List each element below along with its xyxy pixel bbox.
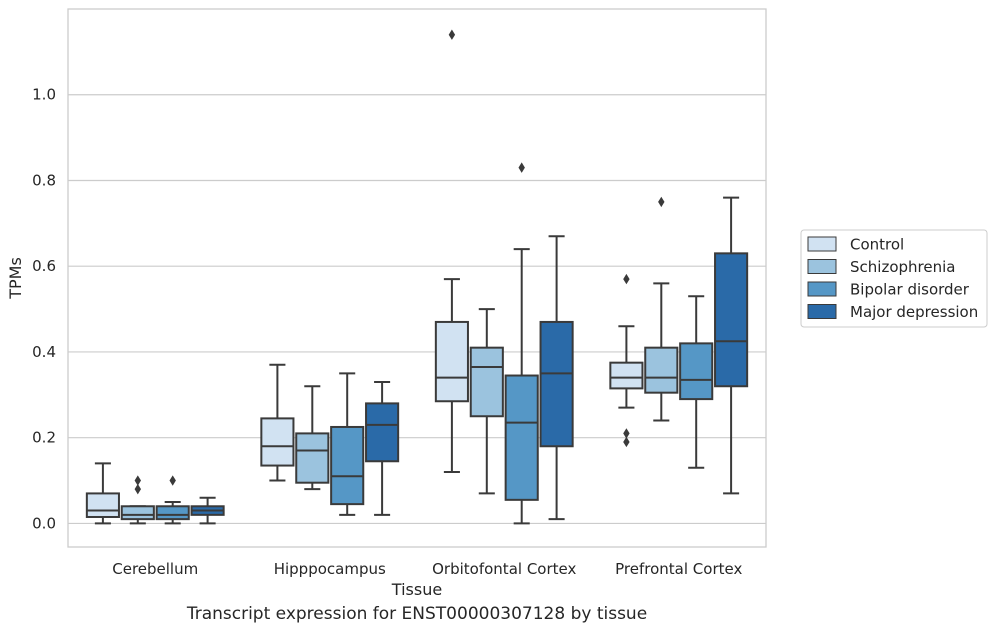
y-tick-label: 0.0 — [32, 514, 56, 532]
legend-label: Major depression — [850, 303, 978, 321]
outlier-point — [169, 475, 176, 486]
box-iqr — [120, 505, 155, 521]
box-orbitofontal-cortex-bipolar-disorder — [504, 162, 539, 525]
x-tick-label: Orbitofontal Cortex — [432, 560, 576, 578]
box-iqr — [609, 361, 644, 390]
legend-swatch — [807, 236, 837, 252]
outlier-point — [448, 29, 456, 40]
box-iqr — [644, 346, 679, 394]
box-prefrontal-cortex-control — [609, 273, 644, 448]
chart-caption: Transcript expression for ENST0000030712… — [186, 604, 648, 624]
legend-label: Control — [850, 236, 904, 254]
box-hipppocampus-schizophrenia — [295, 385, 330, 491]
box-prefrontal-cortex-schizophrenia — [644, 196, 679, 422]
y-tick-label: 0.8 — [32, 171, 56, 189]
box-hipppocampus-major-depression — [365, 380, 400, 516]
box-iqr — [434, 320, 469, 403]
box-iqr — [679, 342, 714, 401]
y-tick-label: 1.0 — [32, 86, 56, 104]
box-iqr — [85, 492, 120, 518]
box-iqr — [330, 425, 365, 506]
outlier-point — [623, 428, 630, 439]
box-prefrontal-cortex-bipolar-disorder — [679, 295, 714, 469]
legend-label: Bipolar disorder — [850, 281, 970, 299]
box-groups — [85, 29, 749, 525]
y-axis-ticks: 0.0 0.2 0.4 0.6 0.8 1.0 — [32, 86, 56, 533]
legend-swatch — [807, 304, 837, 319]
legend-label: Schizophrenia — [850, 258, 955, 276]
plot-area-frame — [67, 8, 767, 548]
legend-frame — [800, 229, 988, 328]
box-cerebellum-bipolar-disorder — [155, 475, 190, 525]
box-cerebellum-schizophrenia — [120, 475, 155, 525]
box-cerebellum-major-depression — [190, 496, 225, 525]
box-iqr — [295, 432, 330, 484]
outlier-point — [658, 196, 665, 208]
box-iqr — [714, 252, 749, 388]
outlier-point — [518, 162, 525, 173]
x-tick-label: Hipppocampus — [274, 560, 386, 578]
x-axis-label: Tissue — [391, 580, 442, 599]
legend-swatch — [807, 259, 837, 274]
box-prefrontal-cortex-major-depression — [714, 196, 749, 495]
box-iqr — [539, 320, 574, 448]
y-tick-label: 0.6 — [32, 257, 56, 275]
outlier-point — [134, 475, 141, 486]
x-tick-label: Cerebellum — [112, 560, 198, 578]
y-tick-label: 0.4 — [32, 343, 56, 361]
box-iqr — [504, 374, 539, 501]
y-gridlines — [68, 94, 766, 525]
box-hipppocampus-bipolar-disorder — [330, 372, 365, 516]
y-tick-label: 0.2 — [32, 429, 56, 447]
legend-swatch — [807, 281, 837, 297]
y-axis-label: TPMs — [6, 257, 25, 300]
box-iqr — [365, 402, 400, 463]
box-hipppocampus-control — [260, 363, 295, 482]
x-tick-label: Prefrontal Cortex — [615, 560, 742, 578]
box-iqr — [260, 417, 295, 467]
box-cerebellum-control — [85, 462, 120, 525]
outlier-point — [623, 273, 630, 285]
box-iqr — [155, 505, 190, 521]
box-orbitofontal-cortex-control — [434, 29, 469, 473]
outlier-point — [134, 483, 141, 495]
box-orbitofontal-cortex-schizophrenia — [469, 308, 504, 495]
box-orbitofontal-cortex-major-depression — [539, 235, 574, 521]
box-iqr — [469, 346, 504, 418]
x-axis-ticks: Cerebellum Hipppocampus Orbitofontal Corte… — [112, 560, 742, 578]
legend: Control Schizophrenia Bipolar disorder Majo… — [800, 229, 988, 328]
outlier-point — [623, 436, 630, 448]
